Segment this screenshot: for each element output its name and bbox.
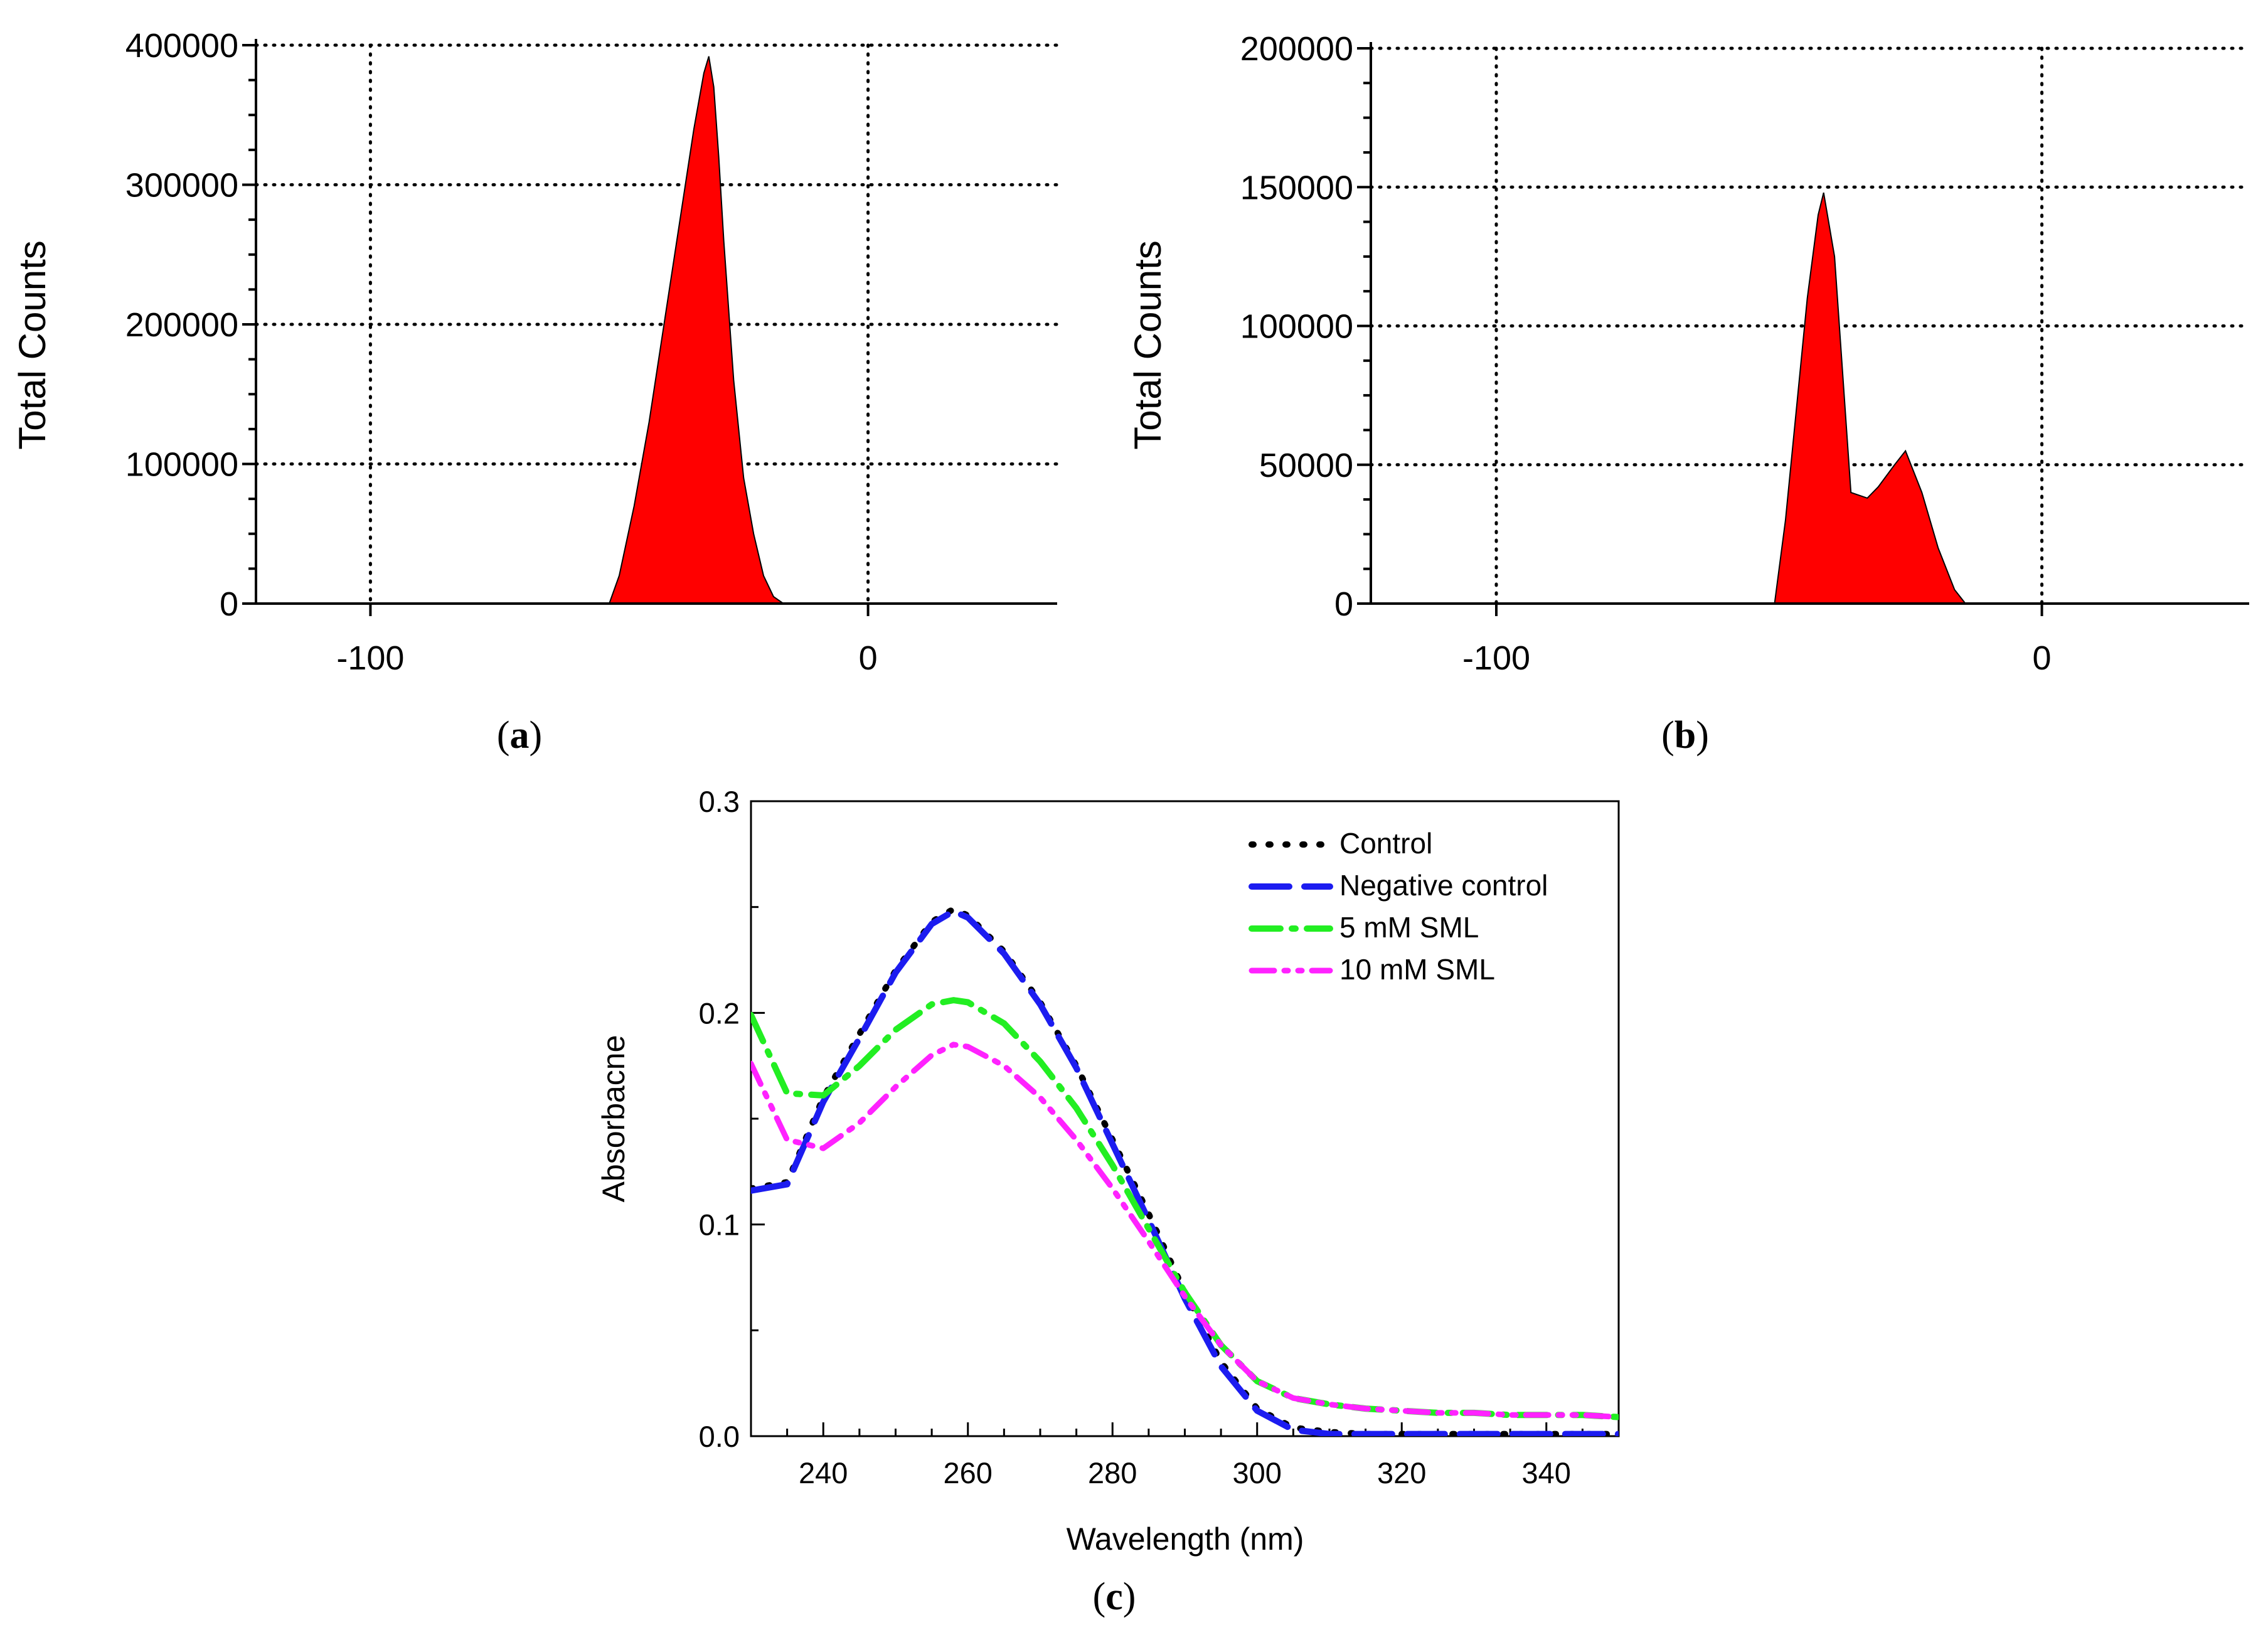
panel-c-xlabel: Wavelength (nm) bbox=[1067, 1521, 1304, 1557]
panel-c-caption: (c) bbox=[1093, 1575, 1136, 1618]
panel-c-xtick-label: 300 bbox=[1233, 1456, 1282, 1489]
panel-a-axes bbox=[242, 39, 1057, 616]
legend-5-mm-sml-label: 5 mM SML bbox=[1339, 911, 1479, 944]
panel-b-ytick-label: 0 bbox=[1334, 585, 1353, 623]
panel-b-ytick-label: 150000 bbox=[1240, 169, 1353, 206]
panel-b-axes bbox=[1357, 42, 2249, 616]
panel-a-xtick-label: -100 bbox=[336, 639, 404, 677]
series-negative-control-line bbox=[751, 908, 1619, 1436]
panel-b-caption-letter: b bbox=[1674, 714, 1696, 757]
panel-a-caption: (a) bbox=[497, 714, 542, 757]
panel-c-ytick-label: 0.0 bbox=[699, 1420, 740, 1453]
legend-control-label: Control bbox=[1339, 827, 1432, 860]
panel-a-grid bbox=[254, 43, 1059, 605]
panel-a-ytick-label: 0 bbox=[220, 585, 238, 623]
panel-a: 0 100000 200000 300000 400000 -100 0 Total Cou… bbox=[11, 27, 1059, 757]
panel-a-caption-letter: a bbox=[510, 714, 530, 757]
panel-a-histogram-area bbox=[256, 56, 785, 604]
legend-10-mm-sml-label: 10 mM SML bbox=[1339, 953, 1495, 986]
panel-b-xtick-label: -100 bbox=[1462, 639, 1530, 677]
panel-c-xtick-label: 240 bbox=[799, 1456, 848, 1489]
panel-a-xtick-label: 0 bbox=[859, 639, 878, 677]
panel-c-xtick-label: 280 bbox=[1088, 1456, 1137, 1489]
series-10-mm-sml-line bbox=[751, 1042, 1619, 1420]
series-control-line bbox=[751, 906, 1619, 1436]
panel-c-ytick-label: 0.2 bbox=[699, 996, 740, 1030]
panel-a-ytick-label: 200000 bbox=[125, 306, 238, 344]
panel-b-histogram-area bbox=[1371, 192, 1967, 604]
panel-a-ytick-label: 400000 bbox=[125, 27, 238, 65]
panel-c-caption-letter: c bbox=[1105, 1575, 1123, 1618]
panel-b-caption: (b) bbox=[1661, 714, 1709, 757]
panel-a-area bbox=[256, 56, 785, 604]
series-5-mm-sml-line bbox=[751, 997, 1619, 1420]
panel-b-ytick-label: 100000 bbox=[1240, 308, 1353, 346]
panel-b: 0 50000 100000 150000 200000 -100 0 Total Coun… bbox=[1127, 30, 2251, 757]
panel-c-ylabel: Absorbacne bbox=[596, 1035, 631, 1203]
panel-a-ylabel: Total Counts bbox=[11, 240, 53, 450]
panel-c-legend: Control Negative control 5 mM SML 10 mM SML bbox=[1248, 827, 1548, 986]
panel-c-tick-labels: 240 260 280 300 320 340 0.0 0.1 0.2 0.3 bbox=[699, 785, 1571, 1489]
panel-c: 240 260 280 300 320 340 0.0 0.1 0.2 0.3 Control Ne… bbox=[596, 785, 1620, 1618]
panel-c-ytick-label: 0.1 bbox=[699, 1208, 740, 1242]
panel-c-xtick-label: 320 bbox=[1377, 1456, 1426, 1489]
legend-negative-control-label: Negative control bbox=[1339, 869, 1548, 902]
panel-b-area bbox=[1371, 192, 1967, 604]
panel-a-ytick-label: 300000 bbox=[125, 167, 238, 205]
panel-c-series bbox=[751, 906, 1619, 1436]
panel-b-xtick-label: 0 bbox=[2033, 639, 2052, 677]
panel-b-tick-labels: 0 50000 100000 150000 200000 -100 0 bbox=[1240, 30, 2052, 677]
panel-b-ytick-label: 200000 bbox=[1240, 30, 1353, 68]
panel-c-xtick-label: 260 bbox=[944, 1456, 993, 1489]
panel-a-tick-labels: 0 100000 200000 300000 400000 -100 0 bbox=[125, 27, 878, 677]
panel-b-ylabel: Total Counts bbox=[1127, 240, 1169, 450]
panel-c-xtick-label: 340 bbox=[1522, 1456, 1571, 1489]
panel-c-ytick-label: 0.3 bbox=[699, 785, 740, 818]
panel-a-ytick-label: 100000 bbox=[125, 446, 238, 484]
panel-b-ytick-label: 50000 bbox=[1259, 447, 1353, 484]
